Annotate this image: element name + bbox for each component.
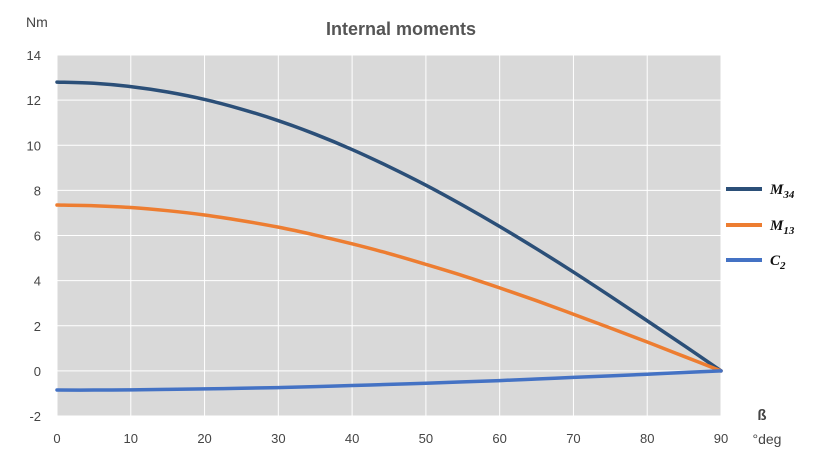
y-tick-label: 10 xyxy=(27,138,41,153)
y-tick-label: 8 xyxy=(34,183,41,198)
y-axis-unit: Nm xyxy=(26,14,48,30)
series-line-m13 xyxy=(55,203,723,373)
y-tick-label: 6 xyxy=(34,229,41,244)
x-tick-label: 60 xyxy=(492,431,506,446)
series-line-c2 xyxy=(55,369,723,392)
y-tick-label: 14 xyxy=(27,48,41,63)
x-tick-label: 50 xyxy=(419,431,433,446)
y-tick-label: 12 xyxy=(27,93,41,108)
y-tick-label: 4 xyxy=(34,274,41,289)
x-tick-label: 80 xyxy=(640,431,654,446)
chart-title: Internal moments xyxy=(326,19,476,39)
y-tick-label: 0 xyxy=(34,364,41,379)
x-tick-label: 70 xyxy=(566,431,580,446)
x-tick-label: 0 xyxy=(53,431,60,446)
series-line-m34 xyxy=(55,80,723,373)
y-tick-label: -2 xyxy=(29,409,41,424)
x-axis-ticks: 0 10 20 30 40 50 60 70 80 90 xyxy=(53,431,728,446)
x-tick-label: 40 xyxy=(345,431,359,446)
x-tick-label: 30 xyxy=(271,431,285,446)
series-lines xyxy=(55,80,723,392)
gridlines xyxy=(56,54,722,417)
x-tick-label: 10 xyxy=(124,431,138,446)
y-tick-label: 2 xyxy=(34,319,41,334)
x-axis-label: ß xyxy=(757,407,766,424)
x-tick-label: 20 xyxy=(197,431,211,446)
x-axis-unit: °deg xyxy=(753,431,782,447)
legend-label: M34 xyxy=(769,182,795,201)
x-tick-label: 90 xyxy=(714,431,728,446)
y-axis-ticks: -2 0 2 4 6 8 10 12 14 xyxy=(27,48,41,424)
legend-label: M13 xyxy=(769,218,795,237)
legend: M34 M13 C2 xyxy=(726,182,795,272)
legend-label: C2 xyxy=(770,253,786,272)
